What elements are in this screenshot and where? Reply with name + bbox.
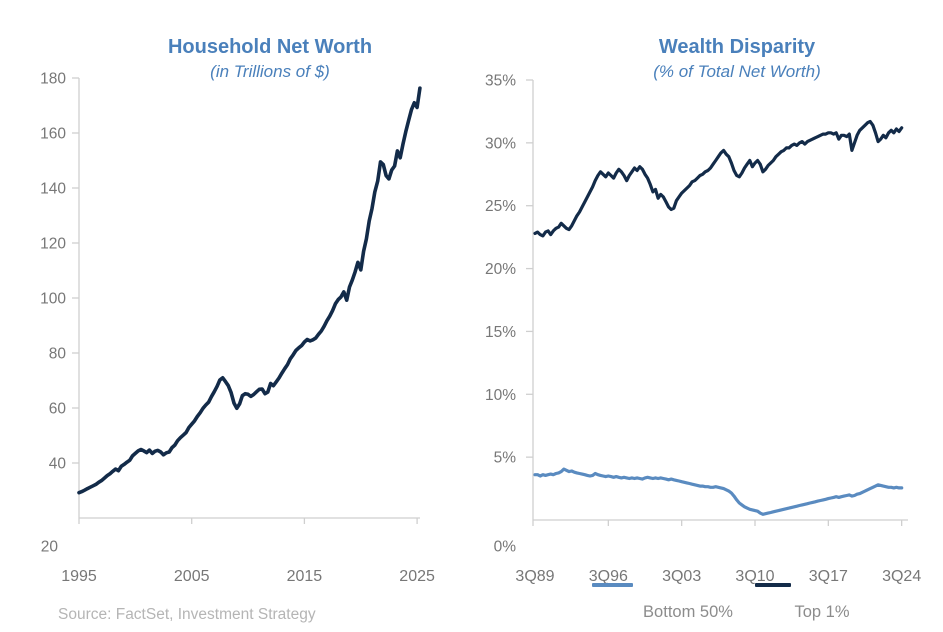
x-tick-label-0: 2025 (399, 568, 435, 585)
x-tick-label-0: 2005 (174, 568, 210, 585)
right-chart-title: Wealth Disparity (658, 36, 816, 58)
y-tick-label-0: 120 (40, 236, 66, 253)
y-tick-label-0: 80 (49, 346, 67, 363)
x-tick-label-1: 3Q03 (662, 568, 701, 585)
y-tick-label-0: 180 (40, 71, 66, 88)
x-tick-label-1: 3Q96 (589, 568, 628, 585)
y-tick-label-1: 25% (485, 198, 516, 215)
y-tick-label-0: 40 (49, 456, 67, 473)
legend-label-top-1: Top 1% (794, 603, 850, 621)
y-tick-label-0: 60 (49, 401, 67, 418)
y-tick-label-1: 35% (485, 73, 516, 90)
y-tick-label-0: 100 (40, 291, 66, 308)
y-tick-label-1: 20% (485, 261, 516, 278)
x-tick-label-0: 2015 (287, 568, 323, 585)
right-chart-subtitle: (% of Total Net Worth) (653, 62, 821, 81)
left-chart-subtitle: (in Trillions of $) (210, 62, 330, 81)
x-tick-label-0: 1995 (61, 568, 97, 585)
y-tick-label-1: 0% (494, 539, 517, 556)
legend-swatch-top-1 (755, 583, 791, 587)
y-tick-label-1: 5% (494, 450, 517, 467)
y-tick-label-0: 20 (41, 539, 59, 556)
y-tick-label-0: 160 (40, 126, 66, 143)
y-tick-label-0: 140 (40, 181, 66, 198)
legend-swatch-bottom-50 (592, 583, 633, 587)
x-tick-label-1: 3Q17 (809, 568, 848, 585)
y-tick-label-1: 10% (485, 387, 516, 404)
series-line-bottom-50- (533, 467, 904, 516)
x-tick-label-1: 3Q10 (735, 568, 774, 585)
x-tick-label-1: 3Q89 (515, 568, 554, 585)
y-tick-label-1: 30% (485, 135, 516, 152)
legend-label-bottom-50: Bottom 50% (643, 603, 733, 621)
source-note: Source: FactSet, Investment Strategy (58, 606, 316, 623)
series-line-household-net-worth (77, 86, 422, 495)
series-line-top-1- (533, 119, 904, 238)
x-tick-label-1: 3Q24 (882, 568, 921, 585)
y-tick-label-1: 15% (485, 324, 516, 341)
left-chart-title: Household Net Worth (167, 36, 373, 58)
